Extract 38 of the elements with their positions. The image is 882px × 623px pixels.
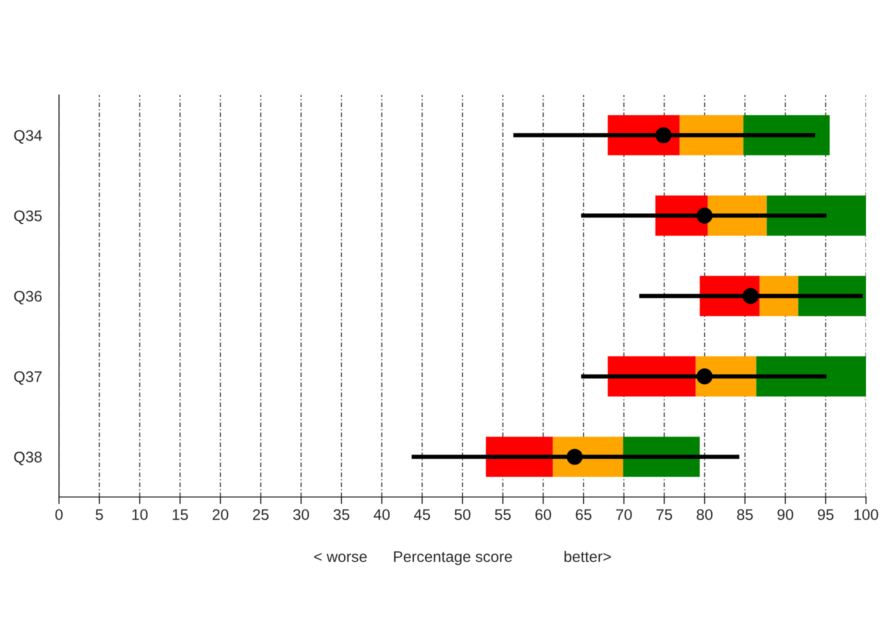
bar [756, 356, 866, 396]
x-tick-label: 10 [132, 509, 148, 520]
x-tick-label: 100 [854, 509, 878, 520]
y-tick-label: Q34 [14, 130, 42, 144]
bar [798, 276, 866, 316]
x-tick-label: 95 [818, 509, 834, 520]
y-tick-label: Q36 [14, 290, 42, 304]
x-tick-label: 80 [696, 509, 712, 520]
x-tick-label: 25 [253, 509, 269, 520]
point [696, 368, 713, 384]
x-tick-label: 50 [454, 509, 470, 520]
point [655, 127, 672, 144]
x-tick-label: 30 [293, 509, 309, 520]
point [566, 448, 583, 465]
bar [766, 196, 866, 236]
y-tick-label: Q35 [14, 210, 42, 224]
bar [743, 115, 830, 156]
x-tick-label: 90 [778, 509, 794, 520]
x-tick-label: 60 [535, 509, 552, 520]
point [742, 288, 759, 304]
x-tick-label: 5 [96, 509, 103, 520]
x-tick-label: 65 [576, 509, 592, 520]
x-tick-label: 45 [414, 509, 430, 520]
x-tick-label: 85 [737, 509, 753, 520]
x-tick-label: 70 [616, 509, 632, 520]
bar [486, 436, 553, 477]
x-tick-label: 0 [55, 509, 63, 520]
x-axis-title: < worse Percentage score better> [314, 550, 611, 566]
bar [680, 115, 744, 156]
x-tick-label: 75 [656, 509, 672, 520]
x-tick-label: 55 [494, 509, 511, 520]
x-tick-label: 35 [334, 509, 350, 520]
point [696, 208, 713, 224]
y-tick-label: Q37 [14, 371, 42, 385]
x-tick-label: 15 [172, 509, 188, 520]
x-tick-label: 40 [374, 509, 390, 520]
y-tick-label: Q38 [14, 452, 42, 466]
x-tick-label: 20 [212, 509, 228, 520]
